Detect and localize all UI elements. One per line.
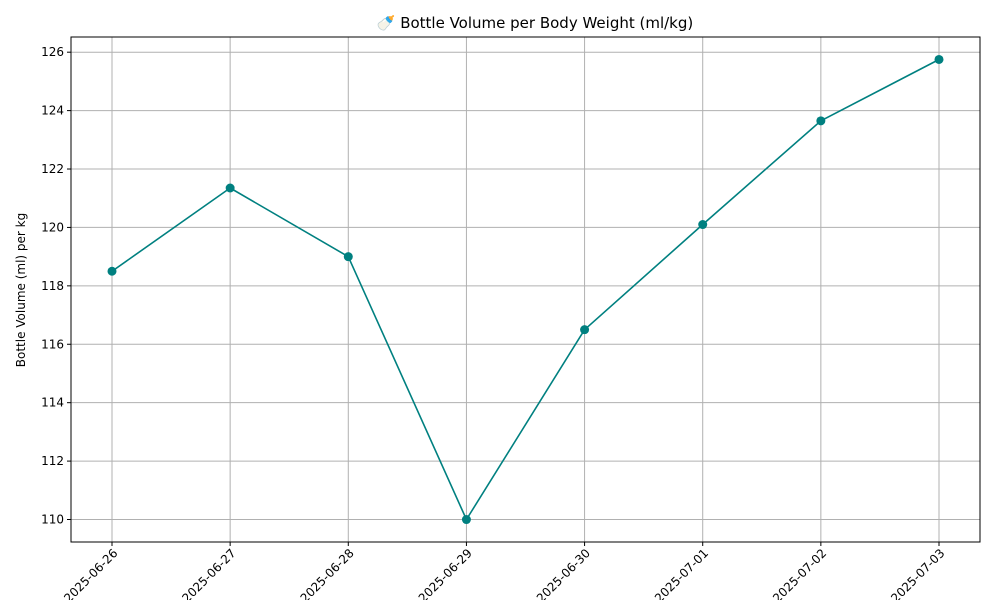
series-lines — [111, 58, 940, 521]
y-axis-ticks: 110 112 114 116 118 120 122 124 126 — [41, 45, 71, 527]
y-tick-label: 118 — [41, 279, 64, 293]
y-tick-label: 112 — [41, 454, 64, 468]
plot-frame — [70, 36, 981, 543]
y-axis-label: Bottle Volume (ml) per kg — [14, 213, 28, 367]
y-tick-label: 124 — [41, 104, 64, 118]
y-tick-label: 122 — [41, 162, 64, 176]
x-tick-label: 2025-06-28 — [298, 546, 357, 600]
data-point — [580, 325, 590, 335]
x-tick-label: 2025-07-02 — [770, 546, 829, 600]
data-point — [107, 266, 117, 276]
x-tick-label: 2025-06-29 — [416, 546, 475, 600]
grid — [71, 37, 980, 542]
y-tick-label: 110 — [41, 513, 64, 527]
x-tick-label: 2025-07-01 — [652, 546, 711, 600]
x-axis-ticks: 2025-06-26 2025-06-27 2025-06-28 2025-06-29… — [61, 542, 947, 604]
data-point — [816, 116, 826, 126]
data-point — [343, 252, 353, 262]
data-point — [698, 220, 708, 230]
data-point — [225, 183, 235, 193]
y-tick-label: 114 — [41, 396, 64, 410]
x-tick-label: 2025-07-03 — [888, 546, 947, 600]
series-points — [107, 54, 944, 525]
data-point — [934, 54, 944, 64]
y-tick-label: 126 — [41, 45, 64, 59]
y-tick-label: 116 — [41, 337, 64, 351]
chart-title: 🍼 Bottle Volume per Body Weight (ml/kg) — [377, 14, 694, 32]
x-tick-label: 2025-06-26 — [61, 546, 120, 600]
x-tick-label: 2025-06-30 — [534, 546, 593, 600]
y-tick-label: 120 — [41, 220, 64, 234]
series-line — [111, 58, 940, 521]
data-point — [461, 515, 471, 525]
x-tick-label: 2025-06-27 — [179, 546, 238, 600]
